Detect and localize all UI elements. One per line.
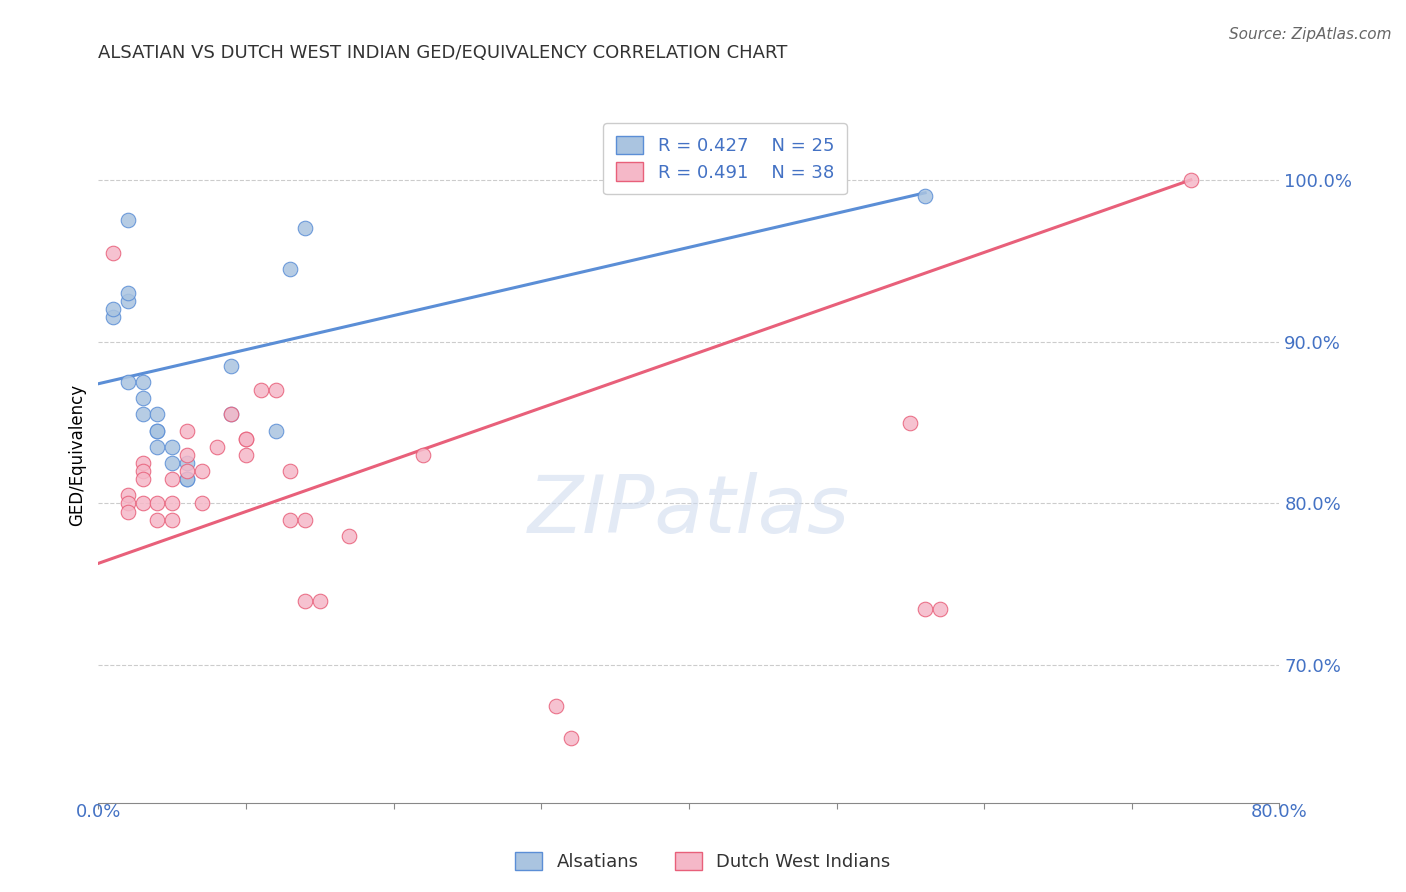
Point (294, 513, 316, 527)
Point (176, 472, 198, 486)
Point (191, 496, 214, 510)
Point (339, 529, 360, 543)
Point (117, 504, 139, 518)
Point (294, 593, 316, 607)
Point (235, 432, 257, 446)
Point (309, 593, 332, 607)
Point (117, 375, 139, 389)
Point (250, 383, 273, 397)
Point (264, 424, 287, 438)
Point (294, 221, 316, 235)
Point (900, 416, 922, 430)
Point (914, 601, 936, 615)
Point (176, 424, 198, 438)
Point (412, 448, 434, 462)
Point (162, 456, 183, 470)
Point (146, 408, 169, 422)
Text: ALSATIAN VS DUTCH WEST INDIAN GED/EQUIVALENCY CORRELATION CHART: ALSATIAN VS DUTCH WEST INDIAN GED/EQUIVA… (98, 45, 787, 62)
Point (103, 310, 125, 325)
Point (146, 440, 169, 454)
Point (132, 375, 155, 389)
Point (132, 464, 155, 478)
Point (117, 213, 139, 227)
Text: 0.0%: 0.0% (76, 803, 121, 821)
Point (146, 424, 169, 438)
Point (117, 496, 139, 510)
Point (132, 392, 155, 406)
Point (117, 286, 139, 301)
Point (235, 448, 257, 462)
Point (176, 464, 198, 478)
Legend: R = 0.427    N = 25, R = 0.491    N = 38: R = 0.427 N = 25, R = 0.491 N = 38 (603, 123, 846, 194)
Text: 80.0%: 80.0% (1251, 803, 1308, 821)
Point (278, 513, 302, 527)
Point (103, 302, 125, 317)
Point (219, 408, 242, 422)
Point (132, 496, 155, 510)
Point (825, 173, 848, 187)
Point (132, 456, 155, 470)
Point (176, 456, 198, 470)
Point (278, 464, 302, 478)
Point (132, 408, 155, 422)
Point (132, 472, 155, 486)
Point (146, 496, 169, 510)
Point (560, 731, 582, 745)
Point (219, 359, 242, 373)
Point (264, 383, 287, 397)
Point (162, 513, 183, 527)
Text: Source: ZipAtlas.com: Source: ZipAtlas.com (1229, 27, 1392, 42)
Text: ZIPatlas: ZIPatlas (527, 472, 851, 549)
Point (162, 440, 183, 454)
Point (928, 601, 950, 615)
Point (219, 408, 242, 422)
Y-axis label: GED/Equivalency: GED/Equivalency (69, 384, 87, 526)
Point (176, 448, 198, 462)
Point (546, 698, 568, 713)
Legend: Alsatians, Dutch West Indians: Alsatians, Dutch West Indians (508, 845, 898, 879)
Point (235, 432, 257, 446)
Point (162, 496, 183, 510)
Point (146, 513, 169, 527)
Point (1180, 173, 1202, 187)
Point (176, 472, 198, 486)
Point (103, 245, 125, 260)
Point (117, 294, 139, 309)
Point (146, 424, 169, 438)
Point (117, 488, 139, 502)
Point (278, 261, 302, 276)
Point (914, 189, 936, 203)
Point (162, 472, 183, 486)
Point (191, 464, 214, 478)
Point (205, 440, 228, 454)
